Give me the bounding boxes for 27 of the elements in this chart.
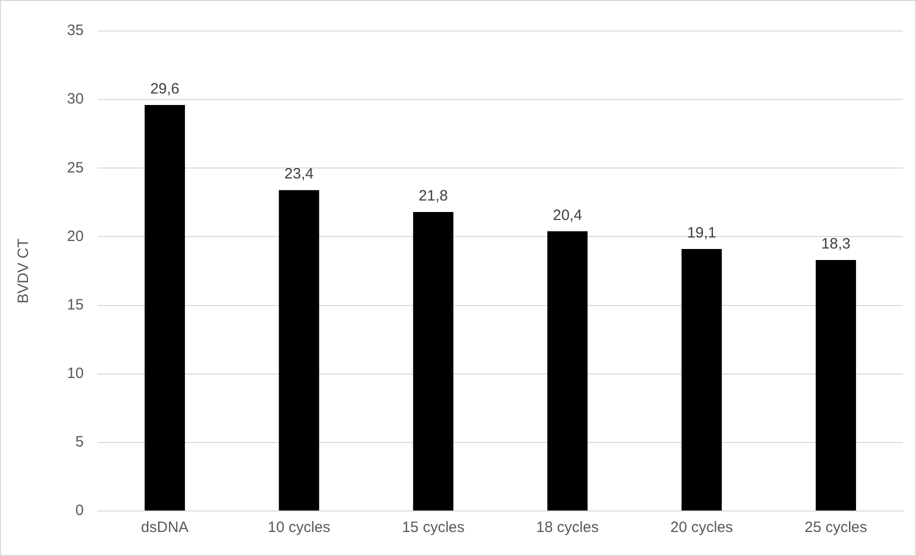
data-label: 18,3	[821, 236, 850, 253]
y-tick-label: 35	[66, 22, 84, 40]
x-tick-label: 18 cycles	[536, 519, 599, 536]
x-tick-label: 25 cycles	[804, 519, 868, 536]
x-tick-label: 10 cycles	[268, 519, 330, 536]
x-tick-label: 15 cycles	[402, 519, 464, 536]
y-tick-label: 5	[75, 434, 84, 451]
y-tick-label: 10	[66, 365, 84, 382]
bar	[682, 249, 722, 510]
y-tick-label: 0	[75, 502, 84, 520]
y-axis-title: BVDV CT	[15, 238, 32, 304]
bar	[413, 212, 454, 510]
data-label: 20,4	[552, 206, 582, 224]
y-tick-label: 25	[66, 159, 84, 176]
bar	[278, 190, 320, 510]
y-tick-label: 15	[66, 296, 84, 314]
y-tick-label: 30	[66, 90, 84, 108]
bar	[547, 231, 588, 510]
data-label: 19,1	[687, 224, 716, 242]
x-tick-label: 20 cycles	[670, 519, 733, 536]
bar	[816, 260, 856, 510]
data-label: 23,4	[284, 166, 314, 183]
data-label: 21,8	[418, 188, 448, 205]
y-tick-label: 20	[66, 228, 84, 245]
x-tick-label: dsDNA	[141, 519, 189, 536]
bar	[144, 105, 185, 510]
data-label: 29,6	[150, 80, 180, 98]
